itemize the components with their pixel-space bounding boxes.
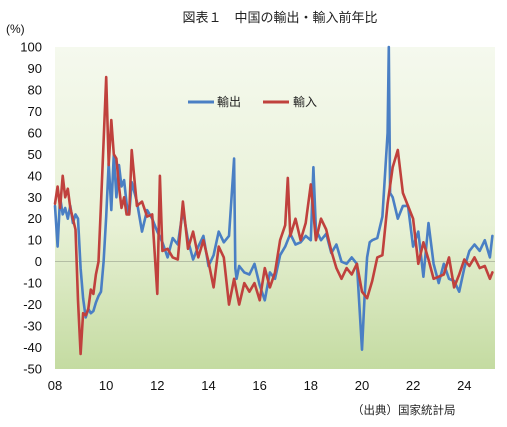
legend: 輸出 輸入 bbox=[188, 94, 317, 109]
y-tick-label: -20 bbox=[23, 297, 42, 312]
x-tick-label: 12 bbox=[150, 378, 164, 393]
x-tick-label: 10 bbox=[99, 378, 113, 393]
y-tick-label: 40 bbox=[28, 168, 42, 183]
y-tick-label: -30 bbox=[23, 319, 42, 334]
source-note: （出典）国家統計局 bbox=[352, 403, 456, 417]
y-tick-label: 100 bbox=[20, 40, 42, 55]
x-tick-label: 14 bbox=[201, 378, 215, 393]
y-tick-label: 70 bbox=[28, 104, 42, 119]
x-tick-label: 08 bbox=[48, 378, 62, 393]
imports-series-line bbox=[53, 75, 494, 356]
x-tick-label: 20 bbox=[355, 378, 369, 393]
y-tick-label: 20 bbox=[28, 211, 42, 226]
exports-series-line bbox=[53, 45, 494, 352]
y-tick-label: -50 bbox=[23, 362, 42, 377]
chart-title: 図表１ 中国の輸出・輸入前年比 bbox=[182, 10, 377, 26]
y-tick-label: 60 bbox=[28, 125, 42, 140]
y-tick-label: 30 bbox=[28, 190, 42, 205]
x-tick-label: 24 bbox=[457, 378, 471, 393]
x-tick-labels: 08 10 12 14 16 18 20 22 24 bbox=[48, 378, 472, 393]
y-tick-label: 10 bbox=[28, 233, 42, 248]
legend-exports-label: 輸出 bbox=[217, 94, 241, 109]
y-tick-label: 0 bbox=[35, 254, 42, 269]
y-tick-label: 80 bbox=[28, 82, 42, 97]
x-tick-label: 18 bbox=[304, 378, 318, 393]
series-lines bbox=[53, 45, 494, 356]
y-tick-label: -40 bbox=[23, 340, 42, 355]
x-tick-label: 16 bbox=[252, 378, 266, 393]
y-axis-label: (%) bbox=[6, 22, 25, 36]
y-tick-label: 50 bbox=[28, 147, 42, 162]
legend-imports-label: 輸入 bbox=[293, 94, 317, 109]
y-tick-label: 90 bbox=[28, 61, 42, 76]
y-tick-label: -10 bbox=[23, 276, 42, 291]
x-tick-label: 22 bbox=[406, 378, 420, 393]
